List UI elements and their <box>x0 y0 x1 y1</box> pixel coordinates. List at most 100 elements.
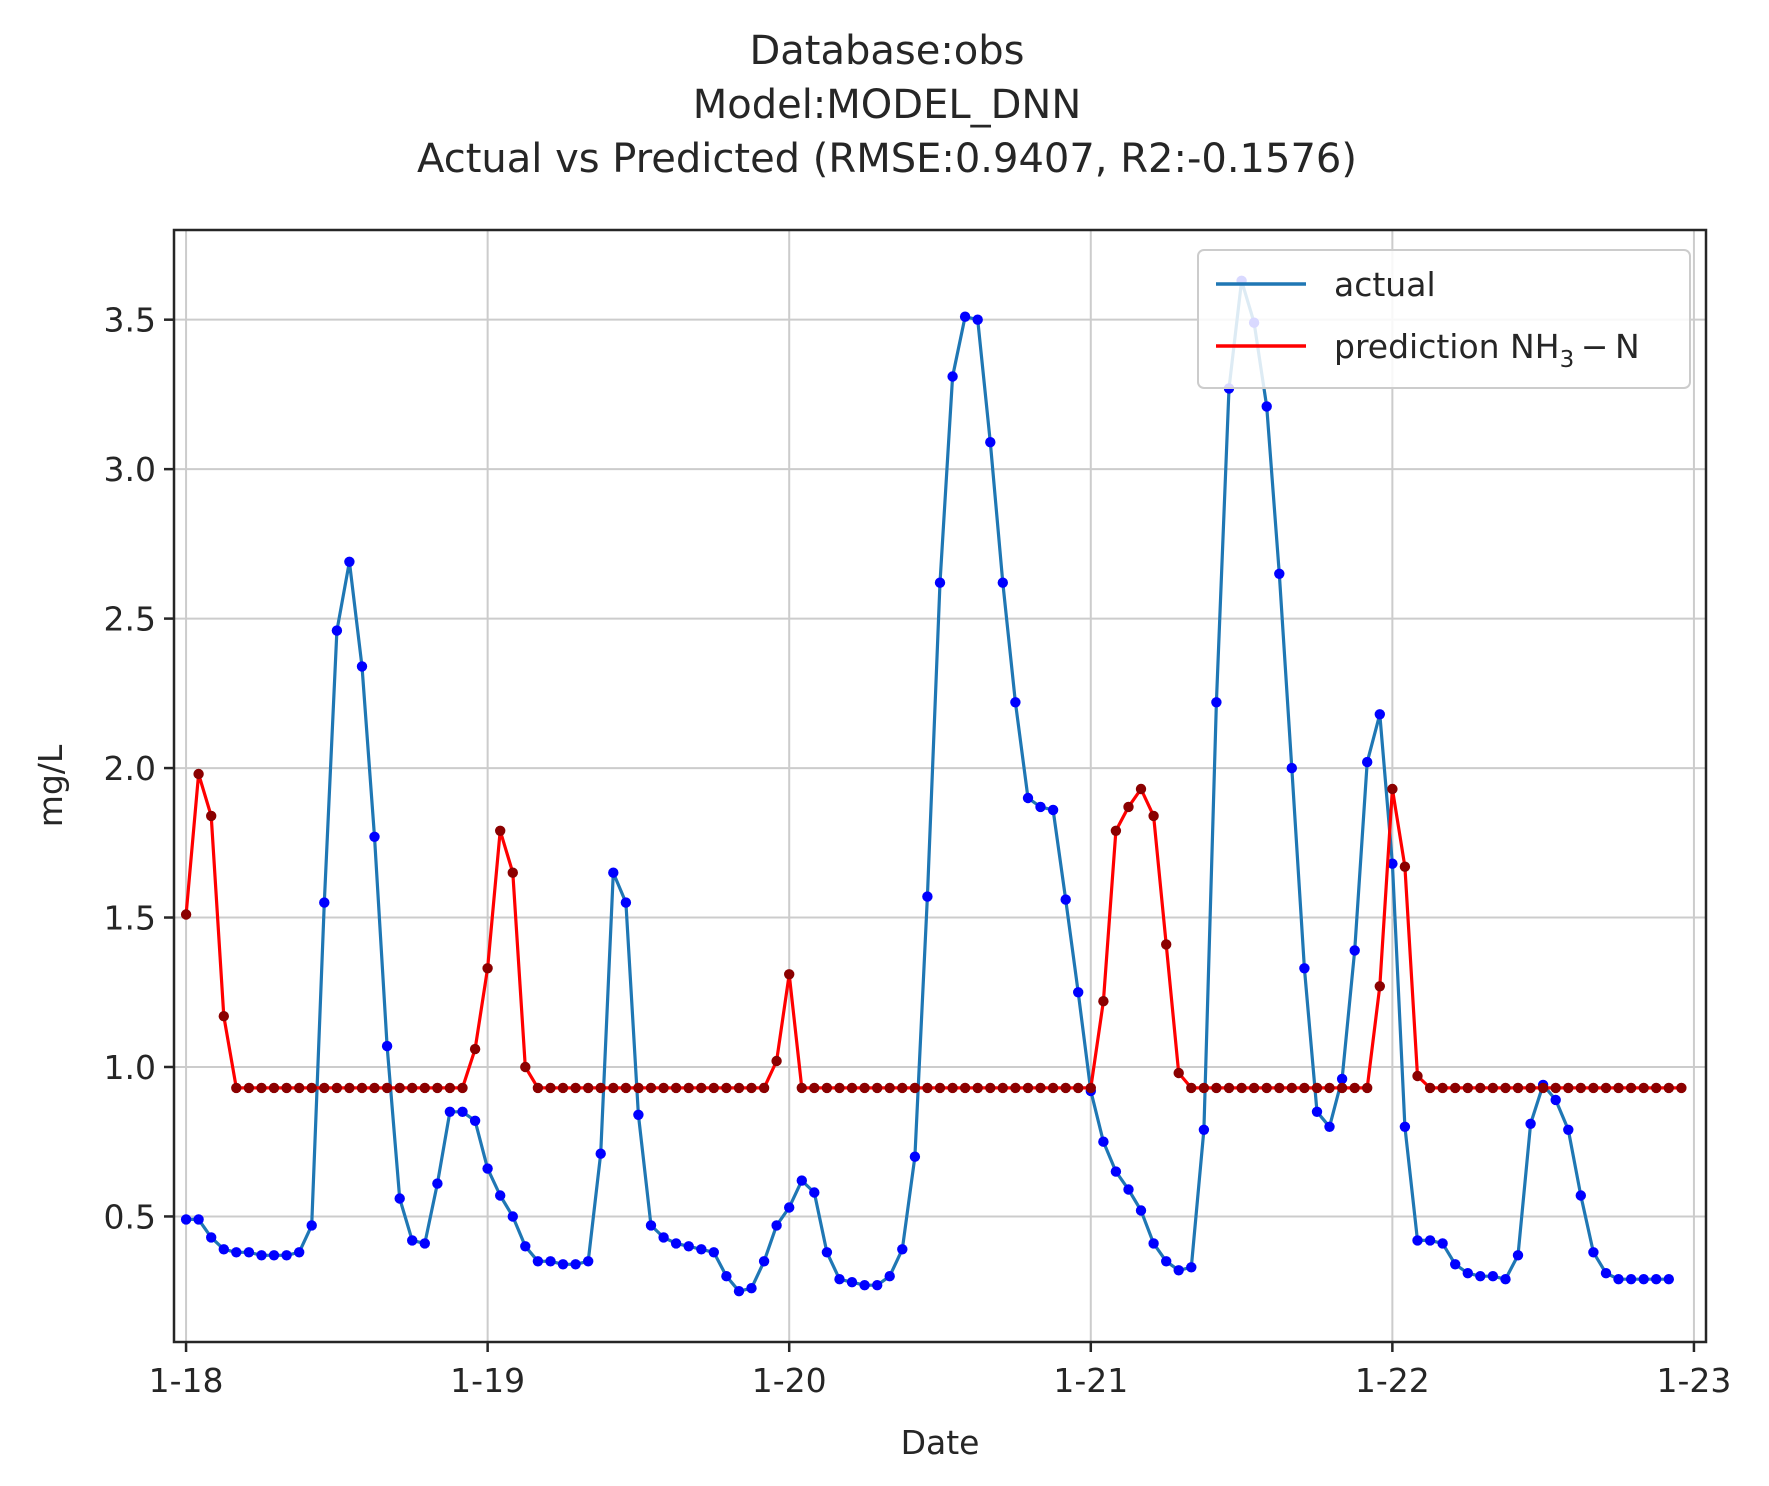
data-point <box>1676 1082 1687 1094</box>
chart-title-line-2: Model:MODEL_DNN <box>693 82 1082 128</box>
data-point <box>708 1247 719 1258</box>
data-point <box>1010 1082 1021 1094</box>
data-point <box>696 1244 707 1255</box>
data-point <box>1085 1082 1097 1094</box>
data-point <box>1651 1082 1662 1094</box>
data-point <box>985 437 996 448</box>
data-point <box>1010 697 1021 708</box>
data-point <box>231 1082 242 1094</box>
data-point <box>1374 709 1386 720</box>
data-point <box>319 1082 330 1094</box>
data-point <box>1135 1205 1147 1216</box>
data-point <box>645 1220 657 1231</box>
data-point <box>394 1082 405 1094</box>
data-point <box>758 1256 770 1267</box>
x-tick-label: 1-18 <box>149 1361 224 1400</box>
data-point <box>1575 1082 1587 1094</box>
data-point <box>1487 1082 1499 1094</box>
data-point <box>733 1082 745 1094</box>
data-point <box>306 1082 317 1094</box>
data-point <box>1437 1238 1448 1249</box>
data-point <box>1098 996 1109 1007</box>
data-point <box>1161 1256 1172 1267</box>
data-point <box>1324 1082 1335 1094</box>
data-point <box>1198 1082 1210 1094</box>
data-point <box>746 1082 757 1094</box>
data-point <box>1362 756 1373 768</box>
data-point <box>821 1247 833 1258</box>
x-tick-label: 1-21 <box>1053 1361 1128 1400</box>
data-point <box>1324 1121 1335 1133</box>
data-point <box>997 577 1008 588</box>
data-point <box>1248 1082 1260 1094</box>
data-point <box>809 1187 820 1198</box>
data-point <box>608 1082 619 1094</box>
data-point <box>394 1193 405 1204</box>
data-point <box>495 1190 506 1201</box>
data-point <box>583 1256 594 1267</box>
y-tick-label: 3.0 <box>104 450 156 489</box>
data-point <box>1462 1082 1474 1094</box>
data-point <box>520 1061 531 1073</box>
y-tick-label: 2.0 <box>104 749 156 788</box>
data-point <box>1437 1082 1448 1094</box>
data-point <box>997 1082 1008 1094</box>
legend-prediction-label: prediction NH3 − N <box>1334 327 1640 373</box>
data-point <box>432 1178 443 1189</box>
data-point <box>1311 1106 1323 1118</box>
data-point <box>1638 1274 1649 1285</box>
data-point <box>784 969 795 980</box>
data-point <box>344 1082 355 1094</box>
data-point <box>1537 1082 1549 1094</box>
data-point <box>1663 1274 1675 1285</box>
data-point <box>432 1082 443 1094</box>
data-point <box>859 1082 870 1094</box>
legend: actual prediction NH3 − N <box>1197 249 1691 389</box>
data-point <box>1299 963 1310 974</box>
data-point <box>1173 1067 1184 1079</box>
data-point <box>520 1241 531 1252</box>
gridlines <box>174 230 1706 1342</box>
data-point <box>959 311 971 322</box>
data-point <box>381 1040 393 1052</box>
data-point <box>319 897 330 908</box>
data-point <box>1022 792 1034 804</box>
data-point <box>294 1082 305 1094</box>
data-point <box>281 1082 292 1094</box>
data-point <box>532 1082 544 1094</box>
data-point <box>1148 810 1159 822</box>
data-point <box>658 1232 669 1243</box>
y-tick-label: 0.5 <box>104 1197 156 1236</box>
data-point <box>670 1082 682 1094</box>
data-point <box>557 1082 569 1094</box>
data-point <box>256 1250 267 1261</box>
data-point <box>1563 1082 1574 1094</box>
data-point <box>1261 1082 1272 1094</box>
data-point <box>1625 1274 1637 1285</box>
x-tick-label: 1-23 <box>1656 1361 1731 1400</box>
data-point <box>796 1175 807 1186</box>
data-point <box>545 1082 556 1094</box>
data-point <box>570 1259 581 1270</box>
data-point <box>1575 1190 1587 1201</box>
data-point <box>356 661 368 672</box>
data-point <box>846 1277 858 1288</box>
data-point <box>1173 1265 1184 1276</box>
data-point <box>872 1082 883 1094</box>
data-point <box>206 810 217 822</box>
data-point <box>1475 1271 1486 1282</box>
data-point <box>771 1055 782 1067</box>
data-point <box>595 1148 606 1159</box>
data-point <box>1613 1274 1624 1285</box>
y-tick-label: 1.0 <box>104 1048 156 1087</box>
data-point <box>419 1238 430 1249</box>
data-point <box>1110 825 1122 836</box>
data-point <box>985 1082 996 1094</box>
data-point <box>1399 861 1411 872</box>
data-point <box>1475 1082 1486 1094</box>
data-point <box>180 1214 192 1225</box>
series-line <box>186 279 1669 1293</box>
data-point <box>1387 858 1398 869</box>
y-axis: 0.5 1.0 1.5 2.0 2.5 3.0 3.5 <box>104 301 174 1236</box>
